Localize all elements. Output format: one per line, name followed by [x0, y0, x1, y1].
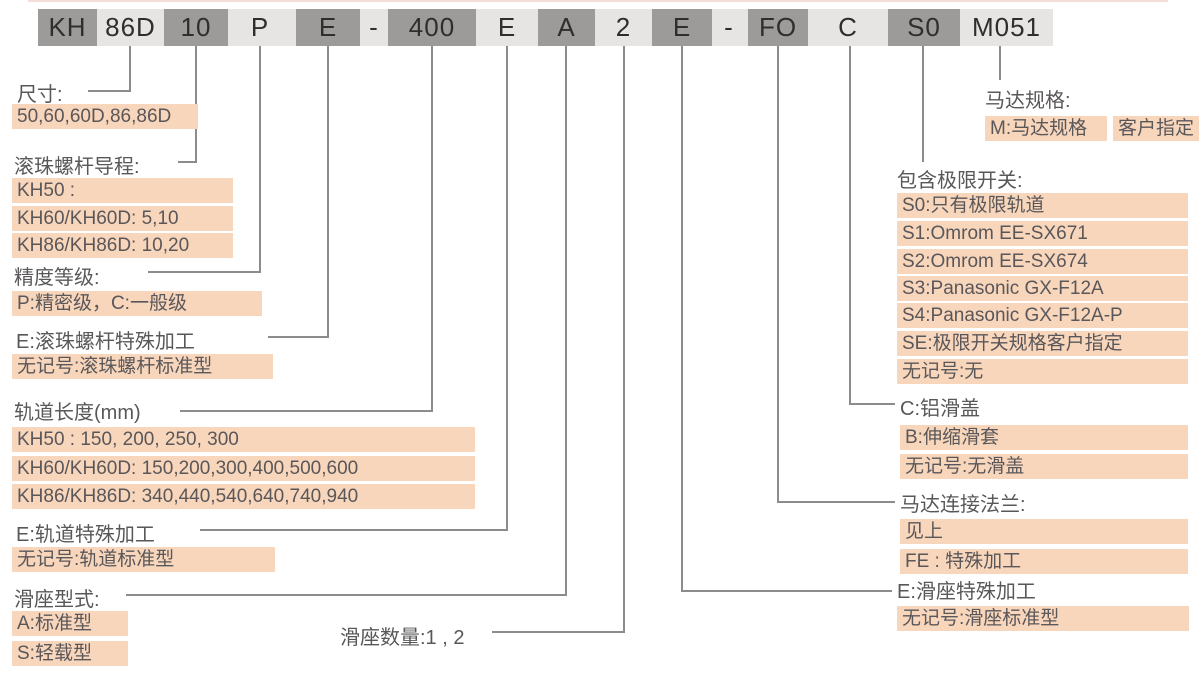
size-title: 尺寸:	[17, 84, 63, 106]
slider-special-row: 无记号:滑座标准型	[897, 606, 1189, 631]
limit-switch-row-s3: S3:Panasonic GX-F12A	[897, 276, 1188, 301]
accuracy-values: P:精密级，C:一般级	[12, 291, 262, 316]
limit-switch-row-s0: S0:只有极限轨道	[897, 193, 1188, 218]
code-segment-slider-qty: 2	[615, 12, 632, 42]
limit-switch-row-none: 无记号:无	[897, 359, 1188, 384]
code-segment-cover: C	[838, 12, 858, 42]
code-separator-2: -	[724, 12, 734, 42]
cover-row-b: B:伸缩滑套	[900, 425, 1188, 450]
rail-length-row-kh50: KH50 : 150, 200, 250, 300	[12, 427, 475, 452]
leader-slider-type-h	[126, 594, 567, 596]
leader-motor-flange-v	[777, 46, 779, 503]
slider-qty-label: 滑座数量:1 , 2	[340, 627, 465, 649]
limit-switch-row-s2: S2:Omrom EE-SX674	[897, 249, 1188, 274]
motor-spec-row-custom: 客户指定	[1113, 116, 1199, 141]
leader-size-v	[129, 46, 131, 92]
rail-length-title: 轨道长度(mm)	[14, 402, 141, 424]
slider-type-title: 滑座型式:	[14, 589, 100, 611]
leader-screw-special-v	[327, 46, 329, 338]
screw-special-label: E:滚珠螺杆特殊加工	[16, 331, 195, 353]
leader-rail-length-v	[431, 46, 433, 412]
screw-lead-row-kh50: KH50 :	[12, 178, 233, 203]
code-segment-series: KH	[38, 9, 97, 46]
leader-size-h	[88, 90, 131, 92]
leader-motor-flange-h	[777, 501, 895, 503]
leader-limit-switch-v	[922, 46, 924, 162]
code-segment-motor-flange: FO	[748, 9, 808, 46]
slider-special-label: E:滑座特殊加工	[897, 581, 1036, 603]
motor-flange-title: 马达连接法兰:	[900, 494, 1026, 516]
leader-slider-special-h	[681, 590, 892, 592]
code-segment-slider-type: A	[538, 9, 595, 46]
leader-rail-special-h	[200, 529, 508, 531]
leader-slider-qty-h	[492, 631, 625, 633]
limit-switch-row-s4: S4:Panasonic GX-F12A-P	[897, 303, 1188, 328]
motor-flange-row-see-above: 见上	[900, 519, 1188, 544]
code-segment-accuracy: P	[250, 12, 270, 42]
slider-type-row-s: S:轻载型	[12, 641, 128, 666]
code-separator-1: -	[369, 12, 379, 42]
leader-slider-type-v	[565, 46, 567, 596]
motor-spec-row-m: M:马达规格	[985, 116, 1107, 141]
code-segment-screw-special: E	[296, 9, 360, 46]
cover-row-none: 无记号:无滑盖	[900, 454, 1188, 479]
leader-slider-qty-v	[623, 46, 625, 633]
leader-motor-spec-v	[999, 46, 1001, 80]
limit-switch-row-s1: S1:Omrom EE-SX671	[897, 221, 1188, 246]
rail-special-label: E:轨道特殊加工	[16, 524, 155, 546]
leader-rail-special-v	[506, 46, 508, 531]
code-segment-limit-switch: S0	[888, 9, 960, 46]
leader-rail-length-h	[180, 410, 433, 412]
limit-switch-title: 包含极限开关:	[897, 170, 1023, 192]
code-segment-motor-spec: M051	[971, 12, 1042, 42]
motor-spec-title: 马达规格:	[985, 90, 1071, 112]
cover-label: C:铝滑盖	[900, 398, 980, 420]
code-segment-size: 86D	[105, 12, 156, 42]
screw-lead-title: 滚珠螺杆导程:	[14, 156, 140, 178]
code-segment-rail-length: 400	[388, 9, 476, 46]
leader-screw-lead-h	[178, 161, 197, 163]
leader-accuracy-h	[148, 271, 261, 273]
leader-cover-v	[849, 46, 851, 405]
code-segment-rail-special: E	[497, 12, 517, 42]
rail-length-row-kh86: KH86/KH86D: 340,440,540,640,740,940	[12, 484, 475, 509]
rail-length-row-kh60: KH60/KH60D: 150,200,300,400,500,600	[12, 456, 475, 481]
motor-flange-row-fe: FE : 特殊加工	[900, 549, 1188, 574]
leader-cover-h	[849, 403, 895, 405]
rail-special-row: 无记号:轨道标准型	[12, 547, 275, 572]
size-values: 50,60,60D,86,86D	[12, 104, 198, 129]
leader-accuracy-v	[259, 46, 261, 273]
screw-special-row: 无记号:滚珠螺杆标准型	[12, 354, 273, 379]
code-segment-slider-special: E	[652, 9, 712, 46]
limit-switch-row-se: SE:极限开关规格客户指定	[897, 331, 1188, 356]
screw-lead-row-kh86: KH86/KH86D: 10,20	[12, 233, 233, 258]
slider-type-row-a: A:标准型	[12, 611, 128, 636]
screw-lead-row-kh60: KH60/KH60D: 5,10	[12, 206, 233, 231]
code-segment-screw-lead: 10	[164, 9, 228, 46]
top-border-line	[28, 0, 1168, 2]
leader-slider-special-v	[681, 46, 683, 592]
leader-screw-special-h	[268, 336, 329, 338]
accuracy-title: 精度等级:	[14, 267, 100, 289]
